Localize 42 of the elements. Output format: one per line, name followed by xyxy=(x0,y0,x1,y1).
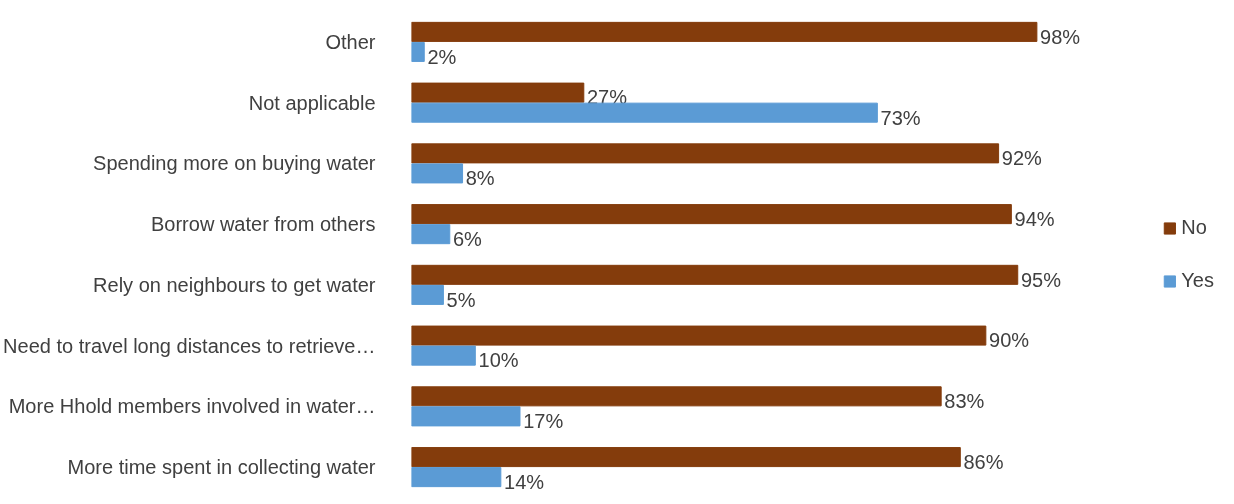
y-tick-label: Need to travel long distances to retrieve… xyxy=(3,334,376,357)
bar xyxy=(411,224,451,245)
data-label: 98% xyxy=(1040,25,1081,48)
bar xyxy=(411,102,878,123)
bar xyxy=(411,406,521,427)
y-tick-label: Not applicable xyxy=(248,91,376,114)
data-label: 86% xyxy=(963,450,1004,473)
legend-label: No xyxy=(1181,216,1207,239)
bar xyxy=(411,284,444,305)
data-label: 94% xyxy=(1014,207,1055,230)
bar xyxy=(411,325,987,346)
y-tick-label: Spending more on buying water xyxy=(93,152,376,175)
y-tick-label: Rely on neighbours to get water xyxy=(93,273,376,296)
bar xyxy=(411,345,476,366)
y-tick-label: Borrow water from others xyxy=(150,213,376,236)
bar xyxy=(411,447,961,468)
bar xyxy=(411,163,464,184)
data-label: 83% xyxy=(944,390,985,413)
legend-label: Yes xyxy=(1181,269,1214,292)
data-label: 27% xyxy=(586,86,628,109)
data-label: 5% xyxy=(446,288,476,311)
bar xyxy=(411,467,502,488)
data-label: 8% xyxy=(465,167,495,190)
bar xyxy=(411,143,1000,164)
data-label: 14% xyxy=(504,470,545,493)
data-label: 90% xyxy=(989,329,1030,352)
data-label: 2% xyxy=(427,45,457,68)
bar xyxy=(411,386,942,407)
data-label: 17% xyxy=(523,410,564,433)
bar xyxy=(411,41,425,62)
y-tick-label: More Hhold members involved in water… xyxy=(8,395,376,418)
bar xyxy=(411,264,1019,285)
y-tick-label: Other xyxy=(325,30,376,53)
data-label: 95% xyxy=(1020,268,1062,291)
y-tick-label: More time spent in collecting water xyxy=(67,456,376,479)
data-label: 73% xyxy=(880,106,921,129)
bar xyxy=(411,82,585,103)
bar xyxy=(411,21,1038,42)
data-label: 92% xyxy=(1001,147,1043,170)
bar xyxy=(411,204,1012,225)
data-label: 10% xyxy=(478,349,519,372)
data-label: 6% xyxy=(452,228,483,251)
